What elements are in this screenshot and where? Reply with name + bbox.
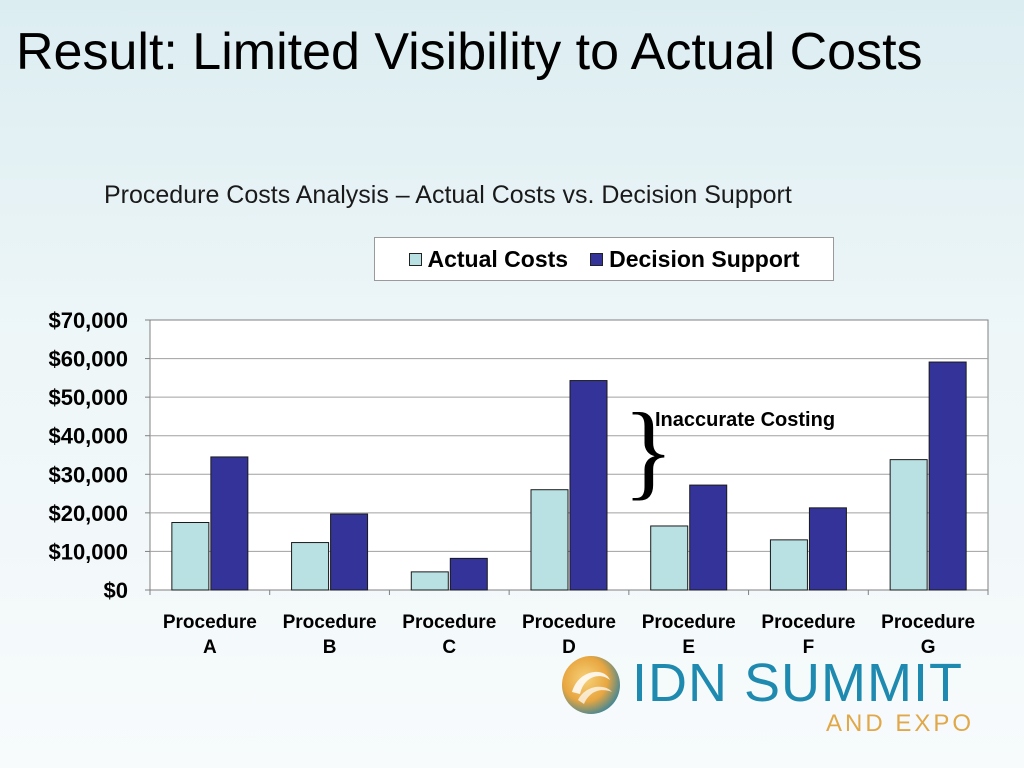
bar-decision-support bbox=[330, 513, 369, 591]
legend-item-actual-costs: Actual Costs bbox=[408, 245, 569, 273]
annotation-label: Inaccurate Costing bbox=[655, 409, 836, 431]
legend-swatch-actual-costs bbox=[408, 252, 422, 266]
x-tick-label: F bbox=[803, 637, 815, 658]
bar-actual-costs bbox=[291, 542, 330, 591]
bar-decision-support bbox=[210, 456, 249, 591]
x-tick-label: Procedure bbox=[522, 612, 616, 633]
y-tick-label: $60,000 bbox=[48, 347, 128, 372]
legend-swatch-decision-support bbox=[590, 252, 604, 266]
x-tick-label: Procedure bbox=[761, 612, 855, 633]
x-tick-label: Procedure bbox=[642, 612, 736, 633]
x-tick-label: Procedure bbox=[881, 612, 975, 633]
event-logo: IDN SUMMIT AND EXPO bbox=[560, 652, 1000, 742]
y-tick-label: $10,000 bbox=[48, 539, 128, 564]
x-tick-label: D bbox=[562, 637, 576, 658]
bar-actual-costs bbox=[410, 571, 449, 591]
plot-area bbox=[149, 319, 989, 591]
logo-text: IDN SUMMIT bbox=[632, 653, 963, 713]
legend-label-actual-costs: Actual Costs bbox=[427, 245, 569, 272]
bar-actual-costs bbox=[769, 539, 808, 591]
bar-actual-costs bbox=[530, 489, 569, 591]
y-tick-label: $20,000 bbox=[48, 501, 128, 526]
swirl-logo-icon bbox=[562, 656, 620, 714]
y-tick-label: $40,000 bbox=[48, 424, 128, 449]
x-tick-label: E bbox=[682, 637, 695, 658]
bar-decision-support bbox=[449, 557, 488, 591]
y-tick-label: $50,000 bbox=[48, 385, 128, 410]
bar-decision-support bbox=[808, 507, 847, 591]
annotation-brace: } bbox=[623, 392, 674, 510]
chart-title: Procedure Costs Analysis – Actual Costs … bbox=[104, 181, 792, 209]
y-tick-label: $30,000 bbox=[48, 462, 128, 487]
slide-title: Result: Limited Visibility to Actual Cos… bbox=[16, 23, 923, 81]
bar-actual-costs bbox=[889, 459, 928, 591]
x-tick-label: Procedure bbox=[402, 612, 496, 633]
x-tick-label: B bbox=[323, 637, 337, 658]
x-tick-label: G bbox=[921, 637, 936, 658]
chart-legend: Actual Costs Decision Support bbox=[374, 237, 834, 281]
bar-decision-support bbox=[928, 361, 967, 591]
legend-label-decision-support: Decision Support bbox=[609, 245, 800, 272]
bar-decision-support bbox=[569, 380, 608, 591]
x-tick-label: Procedure bbox=[283, 612, 377, 633]
bar-decision-support bbox=[689, 484, 728, 591]
y-tick-label: $70,000 bbox=[48, 308, 128, 333]
x-tick-label: A bbox=[203, 637, 217, 658]
bar-actual-costs bbox=[650, 525, 689, 591]
x-tick-label: Procedure bbox=[163, 612, 257, 633]
bar-actual-costs bbox=[171, 522, 210, 591]
legend-item-decision-support: Decision Support bbox=[590, 245, 800, 273]
logo-subtext: AND EXPO bbox=[826, 710, 975, 737]
y-tick-label: $0 bbox=[104, 578, 128, 603]
x-tick-label: C bbox=[442, 637, 456, 658]
